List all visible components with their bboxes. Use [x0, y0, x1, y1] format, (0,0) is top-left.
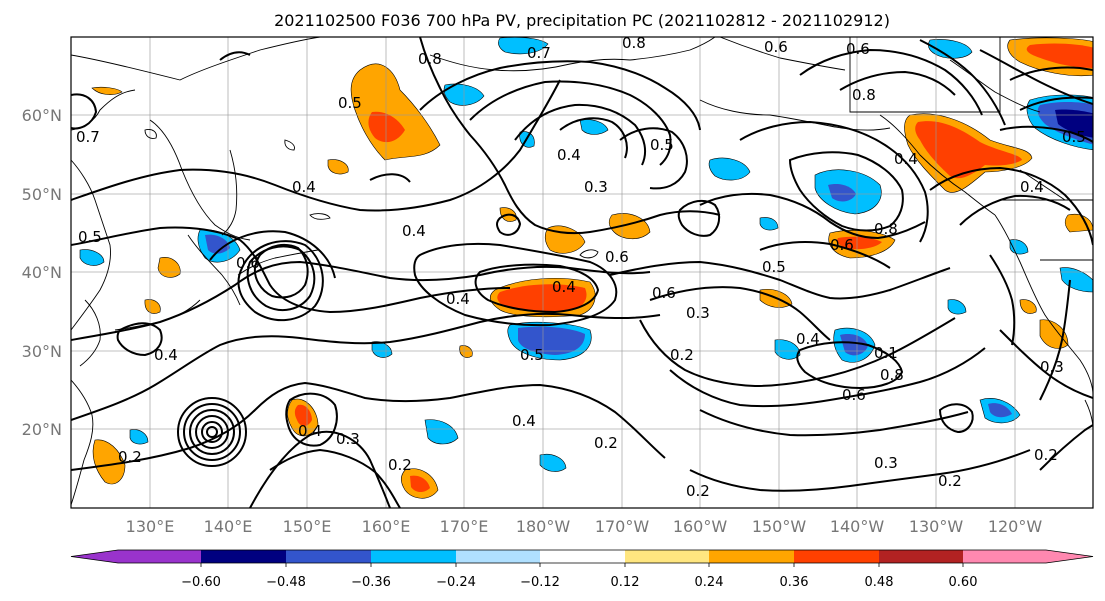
- contour-labels: 0.8 0.7 0.8 0.6 0.6 0.8 0.5 0.4 0.5 0.4 …: [76, 34, 1086, 500]
- contour-label: 0.4: [796, 330, 820, 348]
- colorbar-segment: [118, 550, 201, 563]
- colorbar-segment: [625, 550, 709, 563]
- lon-tick-label: 140°W: [830, 517, 885, 536]
- contour-label: 0.2: [938, 472, 962, 490]
- colorbar-tick-label: −0.24: [436, 575, 476, 590]
- lon-tick-label: 180°W: [516, 517, 571, 536]
- contour-label: 0.6: [605, 248, 629, 266]
- lon-tick-label: 120°W: [988, 517, 1043, 536]
- precip-positive-shading: [91, 37, 1093, 499]
- contour-label: 0.8: [874, 220, 898, 238]
- contour-label: 0.6: [764, 38, 788, 56]
- contour-label: 0.4: [446, 290, 470, 308]
- contour-label: 0.4: [292, 178, 316, 196]
- contour-label: 0.2: [670, 346, 694, 364]
- contour-label: 0.3: [1040, 358, 1064, 376]
- lon-tick-label: 160°W: [673, 517, 728, 536]
- colorbar-tick-label: −0.12: [520, 575, 560, 590]
- colorbar-segment: [963, 550, 1046, 563]
- contour-label: 0.3: [336, 430, 360, 448]
- contour-label: 0.8: [622, 34, 646, 52]
- lon-tick-label: 140°E: [204, 517, 253, 536]
- lon-tick-label: 130°W: [909, 517, 964, 536]
- contour-label: 0.6: [842, 386, 866, 404]
- contour-label: 0.4: [402, 222, 426, 240]
- contour-label: 0.6: [236, 254, 260, 272]
- colorbar-tick-label: −0.48: [266, 575, 306, 590]
- map-frame: [70, 36, 1094, 509]
- lon-tick-label: 160°E: [362, 517, 411, 536]
- colorbar: −0.60 −0.48 −0.36 −0.24 −0.12 0.12 0.24 …: [70, 549, 1094, 590]
- contour-label: 0.5: [78, 228, 102, 246]
- contour-label: 0.3: [584, 178, 608, 196]
- contour-label: 0.6: [830, 236, 854, 254]
- contour-label: 0.1: [874, 344, 898, 362]
- lon-tick-label: 170°W: [595, 517, 650, 536]
- contour-label: 0.5: [520, 346, 544, 364]
- colorbar-segments: [70, 549, 1094, 567]
- lat-tick-label: 20°N: [22, 420, 62, 439]
- colorbar-tick-label: 0.48: [865, 575, 894, 590]
- colorbar-tick-label: 0.60: [949, 575, 978, 590]
- contour-label: 0.6: [846, 40, 870, 58]
- colorbar-segment: [879, 550, 963, 563]
- lon-tick-label: 130°E: [126, 517, 175, 536]
- colorbar-tick-label: 0.36: [780, 575, 809, 590]
- colorbar-tick-label: −0.60: [181, 575, 221, 590]
- contour-label: 0.6: [652, 284, 676, 302]
- lat-tick-label: 40°N: [22, 263, 62, 282]
- contour-label: 0.5: [762, 258, 786, 276]
- contour-label: 0.4: [298, 422, 322, 440]
- contour-label: 0.2: [686, 482, 710, 500]
- contour-label: 0.4: [894, 150, 918, 168]
- colorbar-extend-high: [1046, 550, 1093, 563]
- colorbar-segment: [286, 550, 371, 563]
- contour-label: 0.5: [338, 94, 362, 112]
- lat-tick-label: 30°N: [22, 342, 62, 361]
- figure-title: 2021102500 F036 700 hPa PV, precipitatio…: [274, 11, 890, 30]
- contour-label: 0.4: [154, 346, 178, 364]
- lon-tick-label: 150°W: [752, 517, 807, 536]
- colorbar-tick-label: 0.12: [611, 575, 640, 590]
- colorbar-extend-low: [71, 550, 118, 563]
- contour-label: 0.2: [118, 448, 142, 466]
- lat-tick-label: 60°N: [22, 106, 62, 125]
- contour-label: 0.4: [512, 412, 536, 430]
- contour-label: 0.7: [76, 128, 100, 146]
- lat-tick-label: 50°N: [22, 185, 62, 204]
- lon-tick-label: 170°E: [440, 517, 489, 536]
- contour-label: 0.8: [880, 366, 904, 384]
- lon-tick-label: 150°E: [283, 517, 332, 536]
- contour-label: 0.3: [686, 304, 710, 322]
- colorbar-outline: [70, 549, 1094, 564]
- contour-label: 0.2: [1034, 446, 1058, 464]
- contour-label: 0.2: [388, 456, 412, 474]
- contour-label: 0.8: [852, 86, 876, 104]
- contour-label: 0.4: [557, 146, 581, 164]
- colorbar-tick-label: 0.24: [695, 575, 724, 590]
- precip-negative-shading: [79, 37, 1093, 472]
- colorbar-tick-labels: −0.60 −0.48 −0.36 −0.24 −0.12 0.12 0.24 …: [181, 575, 977, 590]
- colorbar-segment: [201, 550, 286, 563]
- pv-contours: [71, 37, 1093, 508]
- colorbar-segment: [371, 550, 456, 563]
- coastlines: [71, 37, 1093, 506]
- contour-label: 0.4: [1020, 178, 1044, 196]
- longitude-axis: 130°E 140°E 150°E 160°E 170°E 180°W 170°…: [126, 517, 1043, 536]
- colorbar-segment: [456, 550, 540, 563]
- contour-label: 0.8: [418, 50, 442, 68]
- colorbar-segment: [540, 550, 625, 563]
- contour-label: 0.3: [874, 454, 898, 472]
- map-content: [71, 37, 1093, 508]
- contour-label: 0.4: [552, 278, 576, 296]
- colorbar-tick-label: −0.36: [351, 575, 391, 590]
- colorbar-segment: [794, 550, 879, 563]
- contour-label: 0.2: [594, 434, 618, 452]
- contour-label: 0.5: [1062, 128, 1086, 146]
- latitude-axis: 60°N 50°N 40°N 30°N 20°N: [22, 106, 62, 439]
- contour-label: 0.5: [650, 136, 674, 154]
- contour-label: 0.7: [527, 44, 551, 62]
- colorbar-segment: [709, 550, 794, 563]
